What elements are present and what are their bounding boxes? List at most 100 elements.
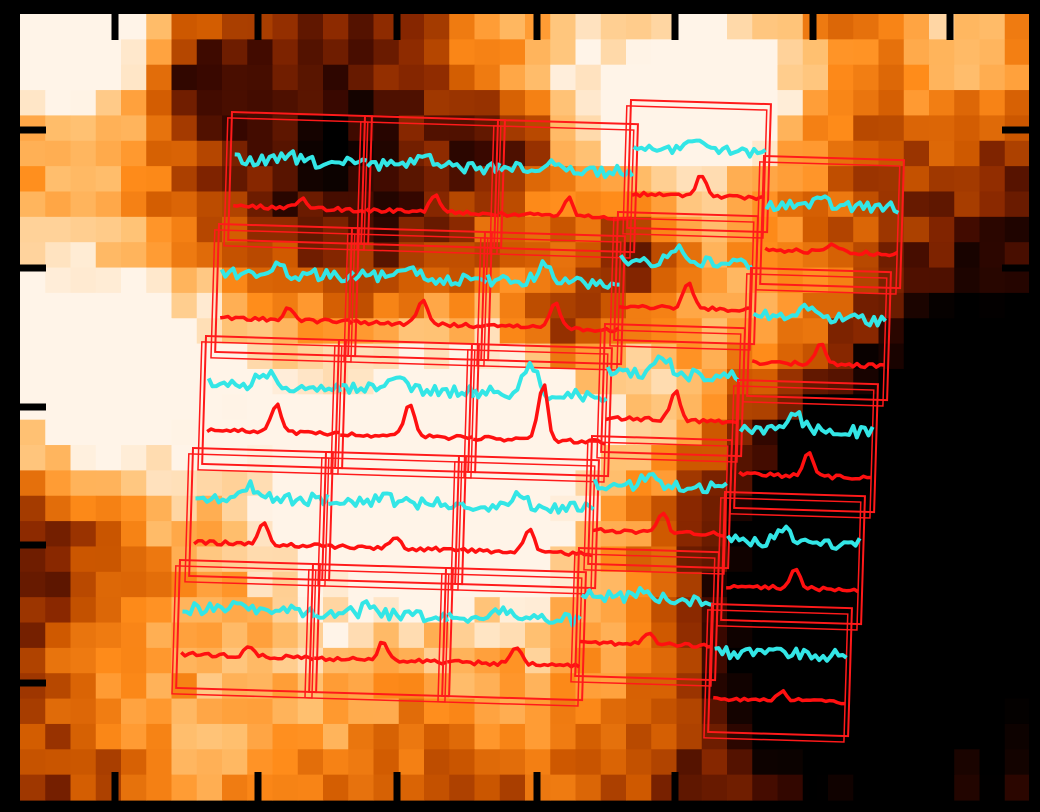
panel-outline [720,490,866,626]
heatmap-pixel [424,419,450,446]
heatmap-pixel [146,647,173,674]
heatmap-pixel [752,749,779,776]
heatmap-pixel [70,723,97,750]
heatmap-pixel [449,292,476,319]
upper-spectrum-trace [592,472,728,495]
heatmap-pixel [525,698,551,725]
heatmap-pixel [499,749,526,776]
heatmap-pixel [373,191,400,218]
heatmap-pixel [474,90,501,117]
heatmap-pixel [95,191,122,218]
heatmap-pixel [903,318,930,345]
heatmap-pixel [297,166,324,193]
heatmap-pixel [600,698,627,725]
heatmap-pixel [121,698,147,725]
heatmap-pixel [171,90,198,117]
heatmap-pixel [550,723,577,750]
heatmap-pixel [121,267,147,294]
heatmap-pixel [777,64,804,91]
heatmap-pixel [499,64,526,91]
heatmap-pixel [95,647,122,674]
spectrum-panel [755,154,905,295]
lower-spectrum-trace [631,174,765,202]
upper-spectrum-trace [447,605,582,628]
heatmap-pixel [196,749,223,776]
heatmap-pixel [272,673,299,700]
lower-spectrum-trace [314,640,447,666]
heatmap-pixel [424,318,450,345]
heatmap-pixel [727,546,753,573]
heatmap-pixel [676,90,703,117]
heatmap-pixel [146,115,173,142]
heatmap-pixel [878,495,905,522]
heatmap-pixel [802,571,829,598]
heatmap-pixel [701,267,728,294]
heatmap-pixel [525,39,551,66]
heatmap-pixel [752,115,779,142]
heatmap-pixel [121,749,147,776]
heatmap-pixel [1004,749,1031,776]
upper-spectrum-trace [738,410,875,440]
lower-spectrum-trace [580,631,713,649]
heatmap-pixel [929,267,955,294]
heatmap-pixel [954,242,981,269]
lower-spectrum-trace [219,306,354,325]
panel-outline [214,222,360,358]
heatmap-pixel [297,115,324,142]
heatmap-pixel [929,470,955,497]
heatmap-pixel [247,64,274,91]
heatmap-pixel [398,318,425,345]
heatmap-pixel [146,166,173,193]
heatmap-pixel [878,14,905,40]
heatmap-pixel [121,292,147,319]
heatmap-pixel [853,749,880,776]
heatmap-pixel [297,774,324,801]
heatmap-pixel [146,521,173,548]
heatmap-pixel [70,673,97,700]
heatmap-pixel [752,64,779,91]
heatmap-pixel [979,673,1006,700]
heatmap-pixel [777,216,804,243]
heatmap-pixel [954,90,981,117]
heatmap-pixel [676,115,703,142]
heatmap-pixel [600,90,627,117]
heatmap-pixel [1004,191,1031,218]
heatmap-pixel [146,470,173,497]
heatmap-pixel [499,394,526,421]
heatmap-pixel [954,318,981,345]
heatmap-pixel [979,368,1006,395]
heatmap-pixel [979,698,1006,725]
heatmap-pixel [348,673,375,700]
heatmap-pixel [449,216,476,243]
heatmap-pixel [247,749,274,776]
heatmap-pixel [929,521,955,548]
heatmap-pixel [878,749,905,776]
heatmap-pixel [903,140,930,167]
heatmap-pixel [1004,267,1031,294]
heatmap-pixel [626,39,652,66]
heatmap-pixel [1004,445,1031,471]
heatmap-pixel [525,673,551,700]
panel-outline [227,110,373,246]
heatmap-pixel [146,343,173,370]
upper-spectrum-trace [714,645,848,663]
heatmap-pixel [222,622,248,649]
heatmap-pixel [45,64,72,91]
heatmap-pixel [777,774,804,801]
heatmap-pixel [878,597,905,624]
heatmap-pixel [121,495,147,522]
heatmap-pixel [727,673,753,700]
heatmap-pixel [121,64,147,91]
heatmap-pixel [1004,318,1031,345]
spectrum-panel [317,450,467,591]
heatmap-pixel [777,723,804,750]
heatmap-pixel [676,647,703,674]
panel-outline [184,453,330,587]
heatmap-pixel [196,115,223,142]
heatmap-pixel [348,723,375,750]
heatmap-pixel [1004,597,1031,624]
heatmap-pixel [575,14,602,40]
heatmap-pixel [45,267,72,294]
heatmap-pixel [676,445,703,471]
heatmap-pixel [676,774,703,801]
